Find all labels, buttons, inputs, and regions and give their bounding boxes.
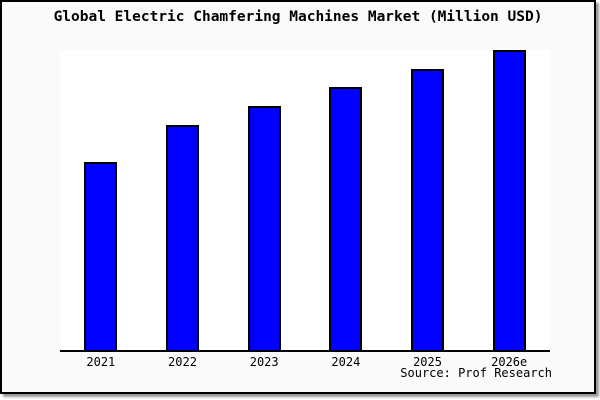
bar-slot-2026e <box>468 50 550 350</box>
bar-slot-2021 <box>60 50 142 350</box>
bar-slot-2023 <box>223 50 305 350</box>
bar-slot-2022 <box>142 50 224 350</box>
x-tick-label-2021: 2021 <box>86 355 116 369</box>
bar-2022 <box>166 125 199 350</box>
x-tick-label-2024: 2024 <box>331 355 361 369</box>
x-tick-label-2026e: 2026e <box>491 355 528 369</box>
bar-slot-2025 <box>387 50 469 350</box>
x-axis-line <box>60 350 550 352</box>
x-tick-label-2023: 2023 <box>249 355 279 369</box>
bar-2025 <box>411 69 445 350</box>
bars-row <box>60 50 550 350</box>
x-axis-tick-labels: 2021 2022 2023 2024 2025 2026e <box>60 355 550 369</box>
x-tick-label-2025: 2025 <box>413 355 442 369</box>
x-tick-label-2022: 2022 <box>168 355 197 369</box>
bar-2024 <box>329 87 363 350</box>
chart-title: Global Electric Chamfering Machines Mark… <box>53 9 543 25</box>
bar-2026e <box>492 50 526 350</box>
bar-slot-2024 <box>305 50 387 350</box>
plot-area <box>60 50 550 350</box>
bar-2023 <box>247 106 281 350</box>
bar-2021 <box>84 162 118 350</box>
source-credit: Source: Prof Research <box>400 366 552 380</box>
